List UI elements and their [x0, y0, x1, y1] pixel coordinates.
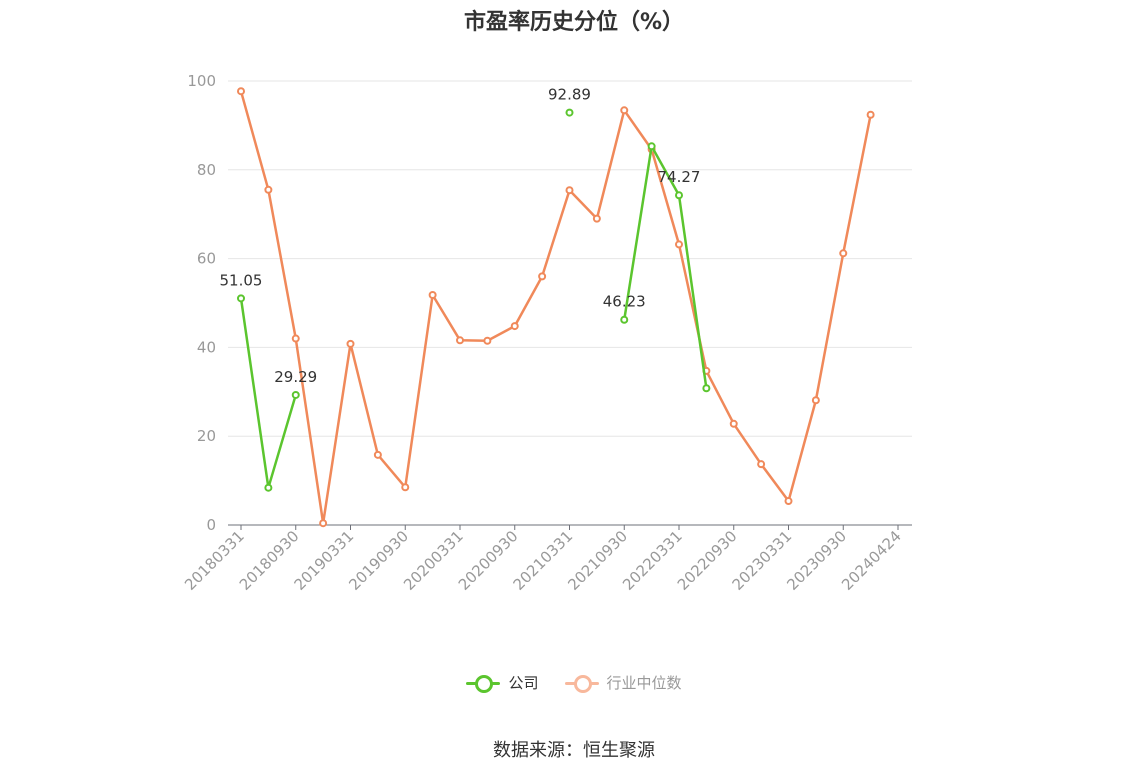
- data-point: [620, 106, 629, 115]
- axes: 0204060801002018033120180930201903312019…: [181, 72, 912, 594]
- data-point: [729, 419, 738, 428]
- data-point: [757, 460, 766, 469]
- legend-label-industry-median: 行业中位数: [606, 674, 682, 692]
- data-point: [237, 87, 245, 96]
- series-line: [623, 145, 708, 389]
- y-tick-label: 20: [197, 427, 216, 445]
- data-point: [675, 240, 683, 249]
- legend-symbol-industry-median: [564, 673, 599, 693]
- data-point: [428, 291, 437, 300]
- data-point: [784, 497, 793, 506]
- data-point: [510, 322, 519, 331]
- data-point: [565, 108, 574, 117]
- x-tick-label: 20240424: [838, 527, 905, 594]
- legend-symbol-company: [466, 673, 501, 693]
- y-tick-label: 60: [197, 250, 216, 268]
- data-label: 51.05: [220, 271, 263, 289]
- data-label: 29.29: [274, 368, 317, 386]
- data-labels: 51.05 29.29 92.89 46.23 74.27: [220, 86, 701, 386]
- series-line: [239, 298, 297, 489]
- data-point: [237, 294, 245, 303]
- data-point: [373, 450, 382, 459]
- data-point: [319, 519, 328, 528]
- data-point: [264, 185, 273, 194]
- data-label: 46.23: [603, 293, 646, 311]
- data-point: [620, 315, 629, 324]
- series-line: [239, 90, 872, 525]
- legend-label-company: 公司: [508, 674, 539, 692]
- data-point: [592, 214, 601, 223]
- data-point: [456, 336, 464, 345]
- series-company: [237, 108, 711, 492]
- y-tick-label: 80: [197, 161, 216, 179]
- data-point: [291, 390, 300, 399]
- grid-lines: [228, 80, 912, 437]
- data-point: [346, 339, 355, 348]
- y-tick-label: 100: [187, 72, 216, 90]
- legend-item-company[interactable]: 公司: [466, 672, 539, 693]
- data-point: [647, 142, 656, 151]
- data-point: [565, 186, 574, 195]
- y-tick-label: 40: [197, 338, 216, 356]
- data-point: [538, 272, 547, 281]
- series-industry-median: [237, 87, 875, 528]
- series-layer: [237, 87, 875, 528]
- data-point: [483, 336, 492, 345]
- data-label: 92.89: [548, 86, 591, 104]
- data-point: [291, 334, 300, 343]
- legend-item-industry-median[interactable]: 行业中位数: [564, 672, 682, 693]
- y-tick-label: 0: [206, 516, 216, 534]
- data-source: 数据来源：恒生聚源: [493, 740, 655, 761]
- data-point: [401, 483, 410, 492]
- data-point: [866, 110, 875, 119]
- legend: 公司 行业中位数: [0, 672, 1148, 693]
- data-point: [702, 384, 711, 393]
- data-point: [675, 191, 683, 200]
- data-point: [264, 483, 273, 492]
- chart-title: 市盈率历史分位（%）: [463, 10, 685, 35]
- data-point: [839, 249, 848, 258]
- data-point: [811, 396, 820, 405]
- data-label: 74.27: [658, 168, 701, 186]
